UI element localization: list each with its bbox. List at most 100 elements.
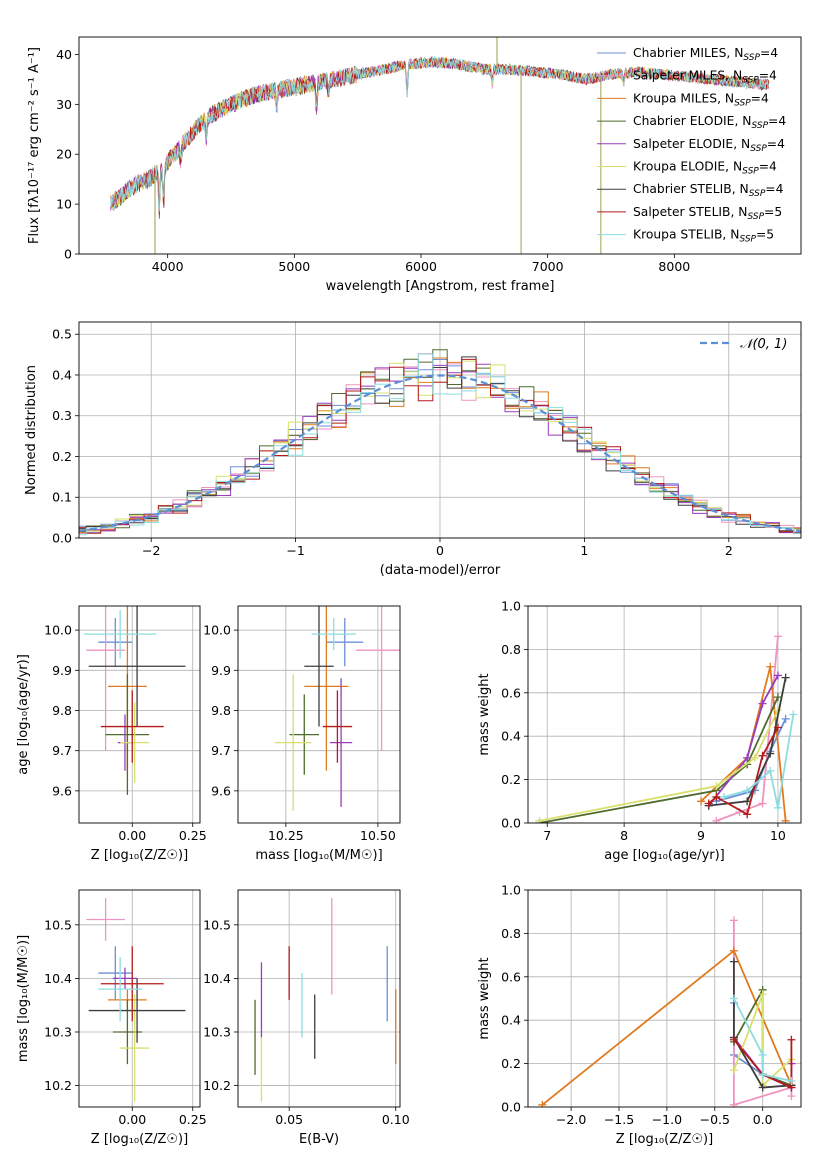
legend-entry: Salpeter ELODIE, NSSP=4 xyxy=(633,137,785,154)
legend-suffix: =4 xyxy=(760,46,778,60)
weight-point-marker xyxy=(758,699,767,708)
y-tick-label: 9.7 xyxy=(52,743,72,758)
mass_vs_EBV-chart: 0.05 0.10 10.2 10.3 10.4 10.5 E(B-V) xyxy=(203,889,410,1147)
legend-label: Kroupa STELIB, N xyxy=(633,228,739,242)
weight-point-marker xyxy=(743,810,752,819)
weight-point-marker xyxy=(773,723,782,732)
weight_vs_Z-chart: −2.0 −1.5 −1.0 −0.5 0.0 0.0 0.2 0.4 0.6 0.8 1.0 Z [… xyxy=(477,883,802,1147)
spectrum-line xyxy=(110,55,770,212)
legend-suffix: =4 xyxy=(751,91,769,105)
x-tick-label: 8000 xyxy=(658,259,690,274)
weight-point-marker xyxy=(766,749,775,758)
weight-series-line xyxy=(733,998,792,1082)
age_vs_Z-chart: 0.00 0.25 9.6 9.7 9.8 9.9 10.0 Z [log₁₀(Z/Z☉)] a… xyxy=(16,605,207,863)
legend-label: Chabrier ELODIE, N xyxy=(633,114,751,128)
x-tick-label: 7 xyxy=(543,828,551,843)
age_vs_Z-plot-area xyxy=(79,606,200,823)
residual-histogram xyxy=(79,358,801,534)
x-tick-label: 0.10 xyxy=(382,1112,410,1127)
x-tick-label: 10 xyxy=(770,828,786,843)
y-tick-label: 0.2 xyxy=(501,772,521,787)
weight-point-marker xyxy=(766,766,775,775)
legend-label: Chabrier MILES, N xyxy=(633,46,743,60)
y-tick-label: 9.8 xyxy=(211,703,231,718)
legend-subscript: SSP xyxy=(739,235,756,245)
weight-point-marker xyxy=(789,710,798,719)
legend-entry: 𝒩(0, 1) xyxy=(740,337,787,352)
legend-subscript: SSP xyxy=(742,76,759,86)
x-axis-label: mass [log₁₀(M/M☉)] xyxy=(255,848,382,863)
y-axis-label: mass [log₁₀(M/M☉)] xyxy=(16,935,31,1062)
x-tick-label: 0.05 xyxy=(275,1112,303,1127)
weight_vs_age-chart: 7 8 9 10 0.0 0.2 0.4 0.6 0.8 1.0 age [log₁₀(age/yr… xyxy=(477,599,802,863)
y-axis-label: mass weight xyxy=(477,957,492,1039)
weight-point-marker xyxy=(758,1070,767,1079)
x-tick-label: 8 xyxy=(620,828,628,843)
spectrum-line xyxy=(110,56,770,219)
axes-frame xyxy=(78,36,802,255)
weight-point-marker xyxy=(729,994,738,1003)
x-axis-label: E(B-V) xyxy=(299,1132,339,1147)
legend-suffix: =4 xyxy=(767,137,785,151)
y-tick-label: 20 xyxy=(56,147,72,162)
weight-point-marker xyxy=(787,1092,796,1101)
x-axis-label: Z [log₁₀(Z/Z☉)] xyxy=(91,1132,188,1147)
weight-point-marker xyxy=(729,1035,738,1044)
weight-point-marker xyxy=(712,792,721,801)
legend-subscript: SSP xyxy=(734,98,751,108)
weight-series-line xyxy=(733,1039,793,1089)
y-tick-label: 0.4 xyxy=(501,729,521,744)
y-tick-label: 9.9 xyxy=(211,663,231,678)
y-tick-label: 0.8 xyxy=(501,926,521,941)
y-tick-label: 0.4 xyxy=(501,1013,521,1028)
y-tick-label: 0.3 xyxy=(52,408,72,423)
x-tick-label: 0.00 xyxy=(118,828,146,843)
y-tick-label: 10.4 xyxy=(44,971,72,986)
y-axis-label: Flux [fλ10⁻¹⁷ erg cm⁻² s⁻¹ A⁻¹] xyxy=(27,47,42,244)
y-tick-label: 1.0 xyxy=(501,599,521,614)
x-axis-label: Z [log₁₀(Z/Z☉)] xyxy=(616,1132,713,1147)
axes-frame xyxy=(527,889,802,1108)
y-tick-label: 0.2 xyxy=(52,449,72,464)
weight-series-line xyxy=(539,709,779,822)
legend-entry: Salpeter STELIB, NSSP=5 xyxy=(633,205,782,222)
y-tick-label: 0.2 xyxy=(501,1056,521,1071)
y-tick-label: 10.3 xyxy=(44,1024,72,1039)
y-tick-label: 0.0 xyxy=(52,531,72,546)
age_vs_mass-chart: 10.25 10.50 9.6 9.7 9.8 9.9 10.0 mass [log₁₀(M/… xyxy=(203,605,401,863)
y-tick-label: 9.9 xyxy=(52,663,72,678)
x-tick-label: 6000 xyxy=(405,259,437,274)
y-tick-label: 10 xyxy=(56,197,72,212)
y-tick-label: 9.7 xyxy=(211,743,231,758)
y-tick-label: 0.4 xyxy=(52,367,72,382)
x-axis-label: Z [log₁₀(Z/Z☉)] xyxy=(91,848,188,863)
x-tick-label: −1 xyxy=(286,543,304,558)
weight-series-line xyxy=(733,993,793,1088)
legend-entry: Chabrier ELODIE, NSSP=4 xyxy=(633,114,786,131)
legend-label: Kroupa ELODIE, N xyxy=(633,160,742,174)
y-tick-label: 10.0 xyxy=(44,623,72,638)
y-tick-label: 10.4 xyxy=(203,971,231,986)
weight-point-marker xyxy=(720,792,729,801)
y-tick-label: 0 xyxy=(64,247,72,262)
x-tick-label: −1.0 xyxy=(652,1112,682,1127)
legend-subscript: SSP xyxy=(743,53,760,63)
y-axis-label: mass weight xyxy=(477,673,492,755)
y-tick-label: 10.3 xyxy=(203,1024,231,1039)
y-tick-label: 10.5 xyxy=(44,917,72,932)
legend-suffix: =4 xyxy=(765,182,783,196)
x-tick-label: 0.25 xyxy=(179,1112,207,1127)
y-tick-label: 9.6 xyxy=(52,783,72,798)
legend-subscript: SSP xyxy=(750,144,767,154)
weight_vs_age-plot-area xyxy=(528,606,801,823)
weight-point-marker xyxy=(773,803,782,812)
weight-point-marker xyxy=(704,799,713,808)
x-tick-label: −1.5 xyxy=(604,1112,634,1127)
x-tick-label: −0.5 xyxy=(700,1112,730,1127)
weight-point-marker xyxy=(773,693,782,702)
legend-entry: Kroupa MILES, NSSP=4 xyxy=(633,91,769,108)
mass_vs_Z-chart: 0.00 0.25 10.2 10.3 10.4 10.5 Z [log₁₀(Z/Z☉)] m… xyxy=(16,889,207,1147)
weight-point-marker xyxy=(773,671,782,680)
axes-frame xyxy=(78,321,802,539)
